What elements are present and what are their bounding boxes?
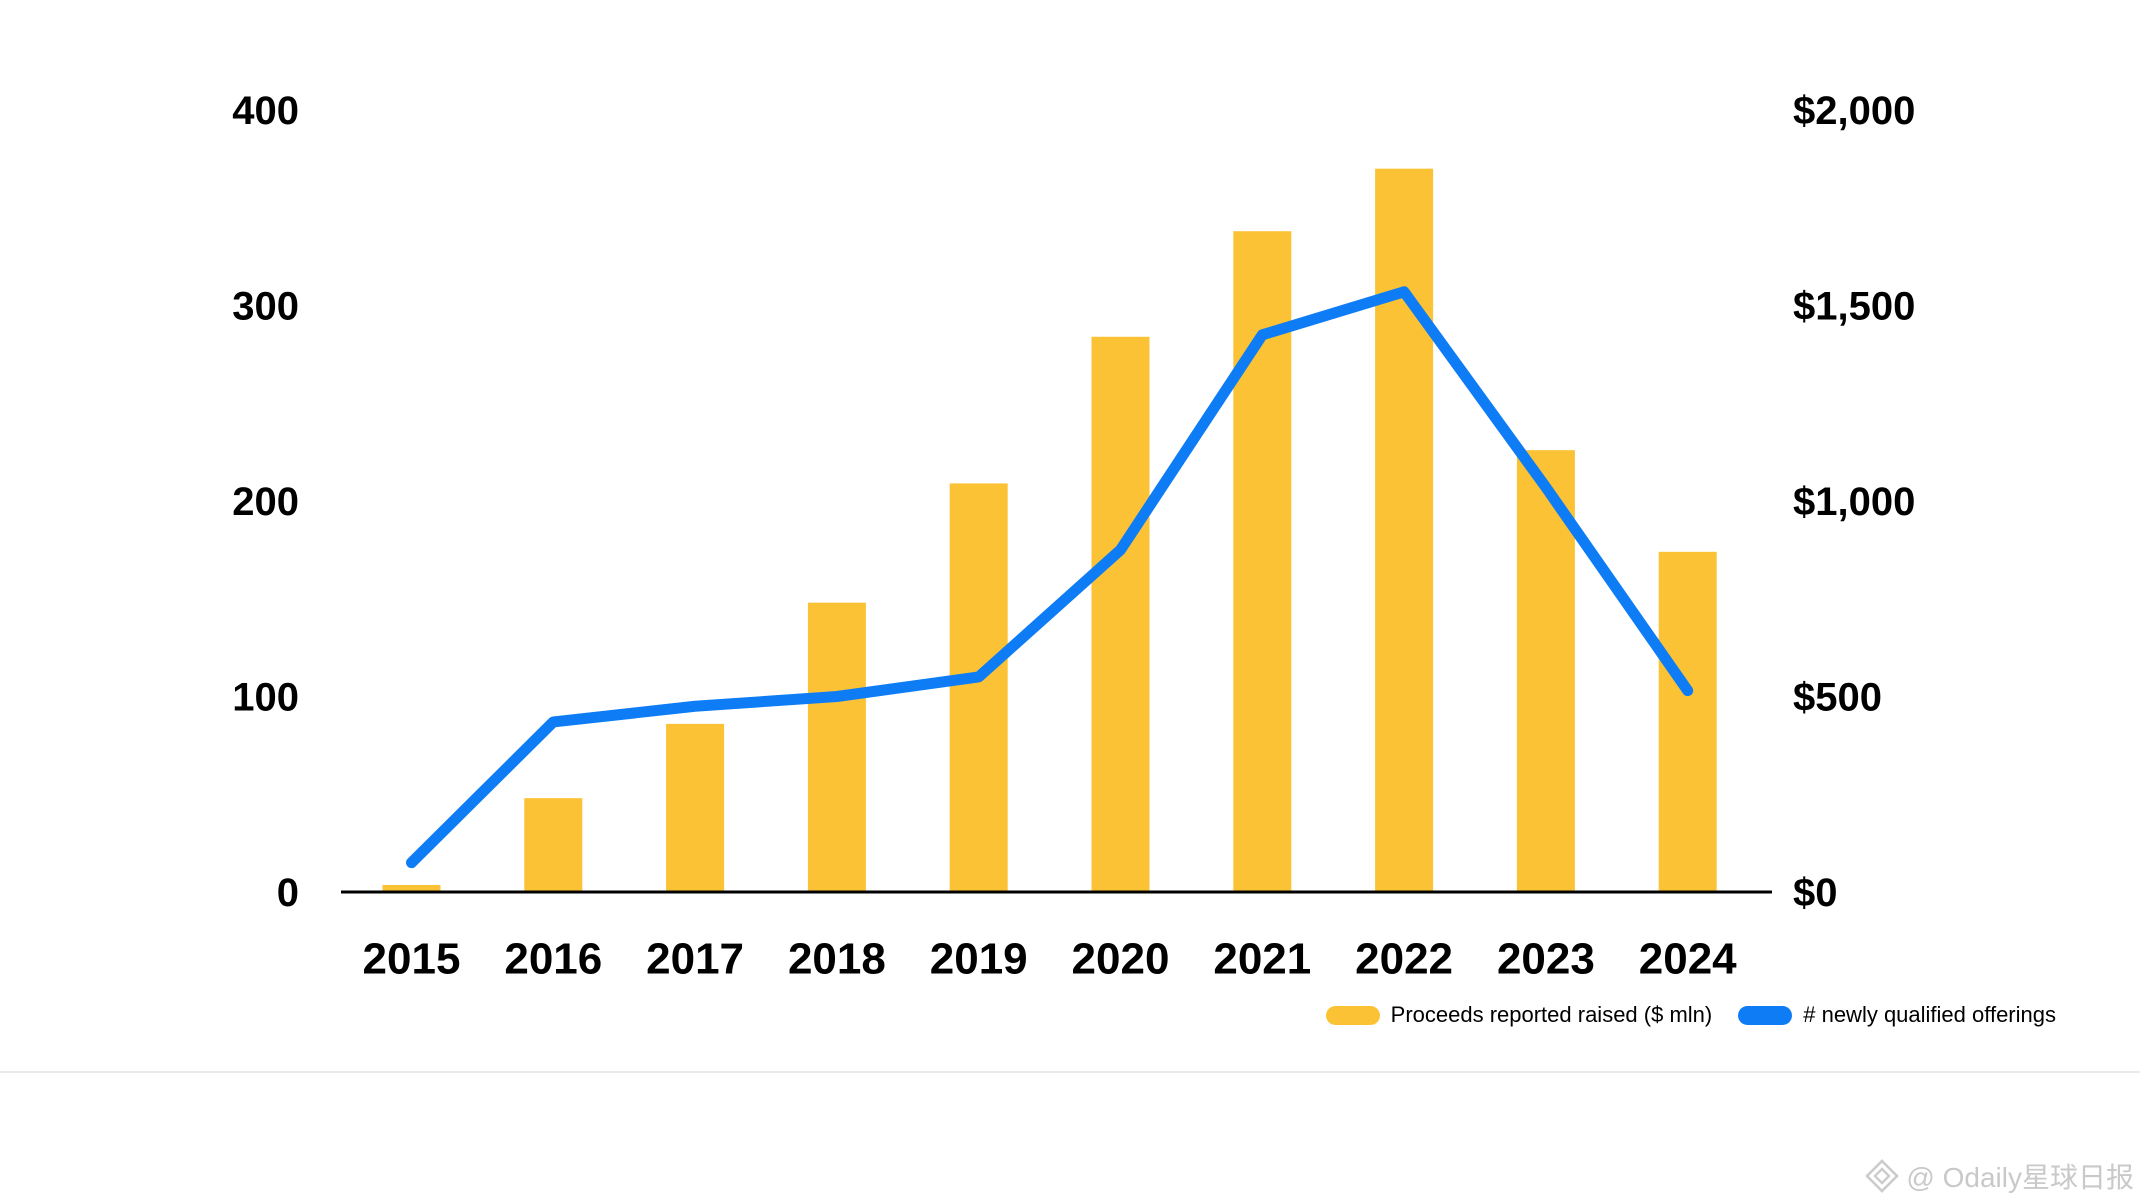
- x-axis-label-2022: 2022: [1355, 934, 1453, 983]
- bar-2022: [1375, 168, 1434, 893]
- proceeds-swatch-icon: [1325, 1005, 1380, 1025]
- x-axis-label-2018: 2018: [788, 934, 886, 983]
- legend-label-offerings: # newly qualified offerings: [1803, 1002, 2056, 1027]
- right-axis-tick-1500: $1,500: [1793, 285, 1915, 329]
- legend-label-proceeds: Proceeds reported raised ($ mln): [1390, 1002, 1713, 1027]
- x-axis-label-2021: 2021: [1213, 934, 1311, 983]
- legend-item-offerings: # newly qualified offerings: [1738, 1002, 2056, 1028]
- legend-item-proceeds: Proceeds reported raised ($ mln): [1325, 1002, 1713, 1028]
- right-axis-tick-500: $500: [1793, 676, 1882, 720]
- x-axis-label-2019: 2019: [930, 934, 1028, 983]
- bar-2024: [1658, 551, 1717, 893]
- offerings-line: [406, 286, 1694, 869]
- odaily-logo-icon: [1865, 1159, 1900, 1193]
- bar-2015: [382, 884, 441, 893]
- left-axis-tick-0: 0: [277, 871, 299, 915]
- left-axis-tick-200: 200: [232, 480, 299, 524]
- chart-legend: Proceeds reported raised ($ mln) # newly…: [1325, 1002, 2056, 1028]
- footer-divider: [0, 1071, 2140, 1073]
- x-axis-label-2023: 2023: [1497, 934, 1595, 983]
- bar-2017: [666, 723, 725, 893]
- x-axis-label-2016: 2016: [504, 934, 602, 983]
- left-axis-tick-300: 300: [232, 285, 299, 329]
- x-axis-label-2017: 2017: [646, 934, 744, 983]
- right-axis-tick-2000: $2,000: [1793, 89, 1915, 133]
- x-axis-label-2024: 2024: [1639, 934, 1737, 983]
- watermark-text: @ Odaily星球日报: [1906, 1162, 2134, 1193]
- right-axis-tick-1000: $1,000: [1793, 480, 1915, 524]
- bar-2018: [807, 602, 866, 893]
- bar-2019: [949, 483, 1008, 893]
- watermark: @ Odaily星球日报: [1865, 1156, 2134, 1196]
- left-axis-tick-400: 400: [232, 89, 299, 133]
- left-axis-tick-100: 100: [232, 676, 299, 720]
- right-axis-tick-0: $0: [1793, 871, 1838, 915]
- bar-2020: [1091, 336, 1150, 893]
- bar-2016: [524, 798, 583, 893]
- x-axis-label-2015: 2015: [363, 934, 461, 983]
- x-axis-label-2020: 2020: [1072, 934, 1170, 983]
- offerings-swatch-icon: [1738, 1005, 1793, 1025]
